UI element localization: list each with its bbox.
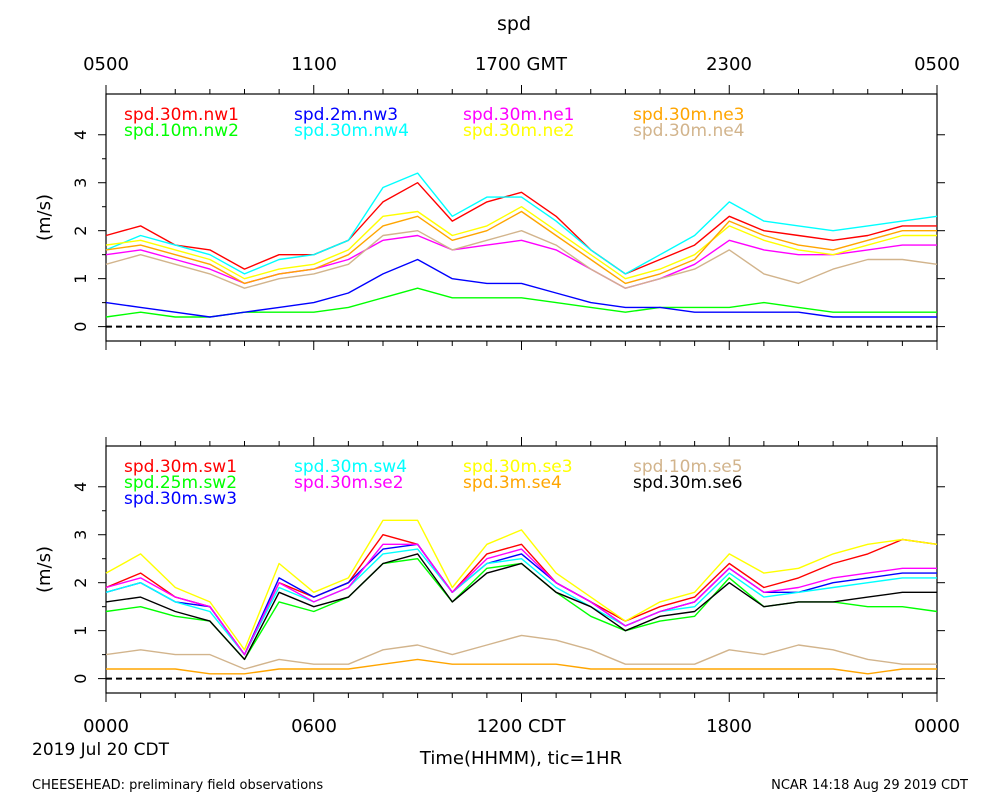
- bottom-axis-label-1: 0600: [291, 716, 337, 737]
- y-tick-label: 2: [71, 226, 90, 236]
- legend-entry-spd-30m-se2: spd.30m.se2: [294, 473, 404, 493]
- legend-entry-spd-30m-nw1: spd.30m.nw1: [124, 105, 239, 125]
- legend-entry-spd-30m-sw4: spd.30m.sw4: [294, 457, 407, 477]
- series-line-spd-10m-nw2: [105, 287, 937, 318]
- bottom-axis-label-4: 0000: [914, 716, 960, 737]
- legend-entry-spd-30m-sw3: spd.30m.sw3: [124, 489, 237, 509]
- series-line-spd-30m-nw4: [105, 172, 938, 275]
- legend-entry-spd-10m-nw2: spd.10m.nw2: [124, 121, 239, 141]
- date-label: 2019 Jul 20 CDT: [32, 740, 170, 760]
- top-axis-label-3: 2300: [706, 54, 752, 75]
- legend-entry-spd-30m-se6: spd.30m.se6: [633, 473, 743, 493]
- bottom-axis-label-2: 1200 CDT: [477, 716, 567, 737]
- bottom-panel: 01234(m/s)spd.30m.sw1spd.25m.sw2spd.30m.…: [34, 437, 945, 702]
- legend-entry-spd-30m-nw4: spd.30m.nw4: [294, 121, 409, 141]
- series-line-spd-30m-se2: [105, 543, 937, 656]
- y-tick-label: 3: [71, 530, 90, 540]
- bottom-axis-label-3: 1800: [706, 716, 752, 737]
- x-axis-label: Time(HHMM), tic=1HR: [419, 748, 622, 769]
- y-tick-label: 0: [71, 674, 90, 684]
- y-tick-label: 4: [71, 482, 90, 492]
- figure-title: spd: [497, 13, 531, 35]
- series-line-spd-30m-se6: [105, 553, 937, 661]
- y-tick-label: 1: [71, 626, 90, 636]
- series-line-spd-10m-se5: [105, 634, 937, 670]
- y-tick-label: 1: [71, 274, 90, 284]
- legend-entry-spd-30m-ne4: spd.30m.ne4: [633, 121, 745, 141]
- footer-left: CHEESEHEAD: preliminary field observatio…: [32, 778, 323, 793]
- legend-entry-spd-25m-sw2: spd.25m.sw2: [124, 473, 237, 493]
- y-tick-label: 3: [71, 178, 90, 188]
- series-line-spd-30m-ne4: [105, 229, 938, 289]
- legend-entry-spd-30m-ne3: spd.30m.ne3: [633, 105, 745, 125]
- series-line-spd-30m-se3: [105, 519, 938, 651]
- series-line-spd-2m-nw3: [105, 258, 937, 318]
- legend-entry-spd-2m-nw3: spd.2m.nw3: [294, 105, 398, 125]
- legend-entry-spd-30m-sw1: spd.30m.sw1: [124, 457, 237, 477]
- top-axis-label-0: 0500: [83, 54, 129, 75]
- top-axis-label-2: 1700 GMT: [475, 54, 568, 75]
- legend-entry-spd-30m-se3: spd.30m.se3: [463, 457, 573, 477]
- series-line-spd-30m-nw1: [105, 181, 937, 275]
- y-tick-label: 2: [71, 578, 90, 588]
- y-axis-label: (m/s): [34, 194, 55, 241]
- legend-entry-spd-3m-se4: spd.3m.se4: [463, 473, 562, 493]
- series-line-spd-30m-ne2: [105, 205, 937, 280]
- y-tick-label: 4: [71, 130, 90, 140]
- bottom-axis-label-0: 0000: [83, 716, 129, 737]
- top-axis-label-1: 1100: [291, 54, 337, 75]
- series-line-spd-30m-ne3: [105, 210, 937, 285]
- series-line-spd-3m-se4: [106, 658, 937, 675]
- y-tick-label: 0: [71, 322, 90, 332]
- legend-entry-spd-30m-ne2: spd.30m.ne2: [463, 121, 575, 141]
- legend-entry-spd-10m-se5: spd.10m.se5: [633, 457, 743, 477]
- top-axis-label-4: 0500: [914, 54, 960, 75]
- footer-right: NCAR 14:18 Aug 29 2019 CDT: [771, 778, 968, 793]
- y-axis-label: (m/s): [34, 546, 55, 593]
- legend-entry-spd-30m-ne1: spd.30m.ne1: [463, 105, 575, 125]
